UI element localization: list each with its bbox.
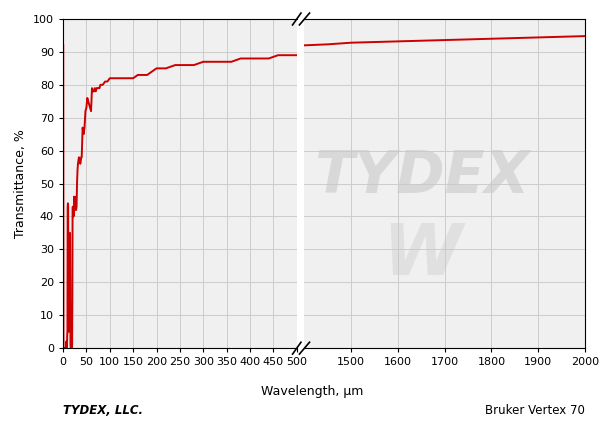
Text: Bruker Vertex 70: Bruker Vertex 70	[485, 403, 585, 417]
Text: Wavelength, μm: Wavelength, μm	[261, 384, 363, 398]
Text: W: W	[382, 222, 462, 290]
Text: TYDEX, LLC.: TYDEX, LLC.	[63, 403, 143, 417]
Y-axis label: Transmittance, %: Transmittance, %	[14, 129, 28, 238]
Text: TYDEX: TYDEX	[314, 149, 530, 206]
